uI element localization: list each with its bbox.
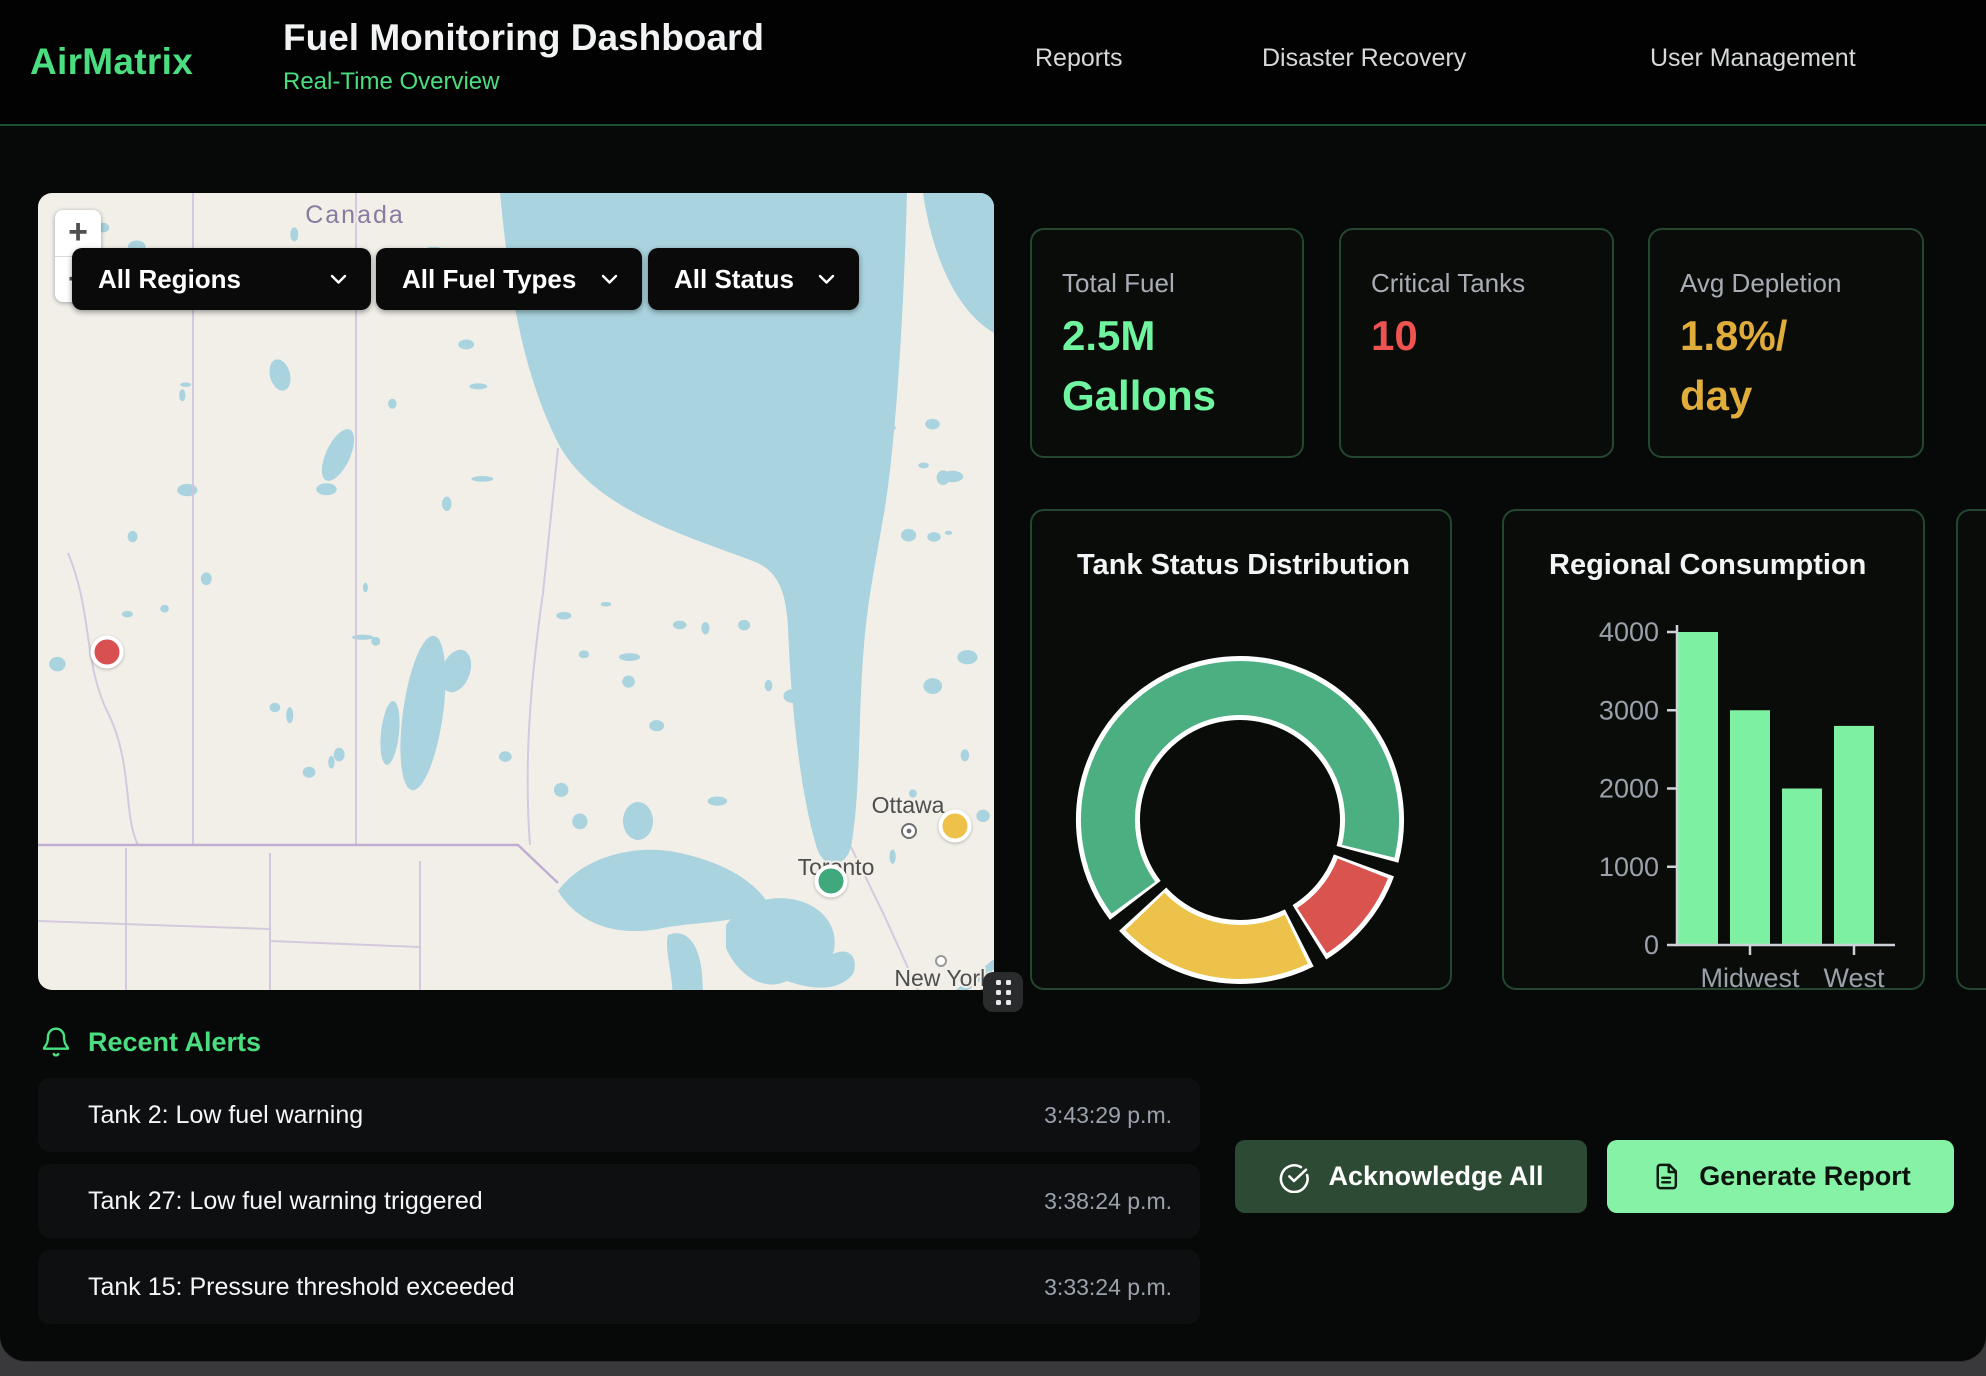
stat-card-critical-tanks: Critical Tanks 10: [1339, 228, 1614, 458]
map-geography: Canada Ottawa Toronto New York: [38, 193, 994, 990]
page-subtitle: Real-Time Overview: [283, 68, 764, 96]
app-header: AirMatrix Fuel Monitoring Dashboard Real…: [0, 0, 1986, 126]
lake-michigan: [667, 933, 706, 990]
generate-report-label: Generate Report: [1699, 1161, 1911, 1192]
title-block: Fuel Monitoring Dashboard Real-Time Over…: [283, 17, 764, 96]
stat-value-avg-depletion: 1.8%/ day: [1680, 306, 1787, 425]
tank-marker-warning[interactable]: [939, 810, 972, 843]
report-document-icon: [1650, 1161, 1681, 1192]
region-filter-value: All Regions: [98, 264, 241, 295]
tank-marker-critical[interactable]: [91, 636, 124, 669]
nav-item-user-management[interactable]: User Management: [1650, 44, 1856, 73]
stat-card-total-fuel: Total Fuel 2.5M Gallons: [1030, 228, 1304, 458]
svg-text:West: West: [1823, 963, 1885, 988]
generate-report-button[interactable]: Generate Report: [1607, 1140, 1954, 1213]
us-canada-border: [38, 845, 558, 883]
map-label-new-york: New York: [894, 965, 992, 990]
alert-text: Tank 2: Low fuel warning: [88, 1101, 363, 1130]
tank-status-donut-chart: [1067, 647, 1413, 993]
alert-list-item[interactable]: Tank 27: Low fuel warning triggered 3:38…: [38, 1164, 1200, 1238]
dashboard-window: AirMatrix Fuel Monitoring Dashboard Real…: [0, 0, 1986, 1362]
capital-marker-ottawa: [902, 824, 916, 838]
region-filter-dropdown[interactable]: All Regions: [72, 248, 371, 310]
acknowledge-all-label: Acknowledge All: [1328, 1161, 1543, 1192]
svg-text:0: 0: [1644, 930, 1659, 960]
map-label-canada: Canada: [305, 201, 405, 229]
fuel-type-filter-value: All Fuel Types: [402, 264, 576, 295]
fuel-type-filter-dropdown[interactable]: All Fuel Types: [376, 248, 642, 310]
svg-text:4000: 4000: [1599, 617, 1659, 647]
svg-text:2000: 2000: [1599, 774, 1659, 804]
stat-value-total-fuel: 2.5M Gallons: [1062, 306, 1216, 425]
svg-text:3000: 3000: [1599, 695, 1659, 725]
stat-card-avg-depletion: Avg Depletion 1.8%/ day: [1648, 228, 1924, 458]
chevron-down-icon: [330, 274, 347, 285]
stat-value-critical-tanks: 10: [1371, 306, 1418, 366]
map-label-ottawa: Ottawa: [872, 792, 945, 818]
regional-consumption-card: Regional Consumption 01000200030004000Mi…: [1502, 509, 1925, 990]
alert-timestamp: 3:38:24 p.m.: [1044, 1188, 1172, 1215]
regional-consumption-bar-chart: 0 1000 2000 3000 4000 Midwest West: [1504, 511, 1923, 988]
alert-list-item[interactable]: Tank 2: Low fuel warning 3:43:29 p.m.: [38, 1078, 1200, 1152]
alerts-title: Recent Alerts: [88, 1027, 261, 1058]
chart-title: Tank Status Distribution: [1077, 549, 1410, 582]
fuel-map-panel: Canada Ottawa Toronto New York + −: [38, 193, 994, 990]
brand-logo: AirMatrix: [30, 41, 193, 83]
city-marker-new-york: [936, 956, 946, 966]
alert-text: Tank 27: Low fuel warning triggered: [88, 1187, 483, 1216]
tank-marker-normal[interactable]: [815, 865, 848, 898]
stat-label: Total Fuel: [1062, 268, 1175, 299]
stat-label: Avg Depletion: [1680, 268, 1841, 299]
alert-text: Tank 15: Pressure threshold exceeded: [88, 1273, 515, 1302]
alert-list-item[interactable]: Tank 15: Pressure threshold exceeded 3:3…: [38, 1250, 1200, 1324]
chevron-down-icon: [818, 274, 835, 285]
acknowledge-all-button[interactable]: Acknowledge All: [1235, 1140, 1587, 1213]
status-filter-dropdown[interactable]: All Status: [648, 248, 859, 310]
status-filter-value: All Status: [674, 264, 794, 295]
chevron-down-icon: [601, 274, 618, 285]
tank-status-distribution-card: Tank Status Distribution: [1030, 509, 1452, 990]
alert-timestamp: 3:43:29 p.m.: [1044, 1102, 1172, 1129]
svg-text:Midwest: Midwest: [1700, 963, 1800, 988]
clipped-card-edge: [1956, 509, 1986, 990]
bell-icon: [40, 1026, 72, 1058]
lake-huron: [726, 898, 855, 988]
nav-item-reports[interactable]: Reports: [1035, 44, 1123, 73]
stat-label: Critical Tanks: [1371, 268, 1525, 299]
check-circle-icon: [1278, 1161, 1310, 1193]
map-canvas[interactable]: Canada Ottawa Toronto New York + −: [38, 193, 994, 990]
page-title: Fuel Monitoring Dashboard: [283, 17, 764, 59]
grip-dots-icon: [996, 980, 1011, 1005]
map-resize-handle[interactable]: [983, 972, 1023, 1012]
ungava-water: [923, 193, 994, 333]
nav-item-disaster-recovery[interactable]: Disaster Recovery: [1262, 44, 1466, 73]
alert-timestamp: 3:33:24 p.m.: [1044, 1274, 1172, 1301]
svg-text:1000: 1000: [1599, 852, 1659, 882]
alerts-header: Recent Alerts: [40, 1026, 261, 1058]
